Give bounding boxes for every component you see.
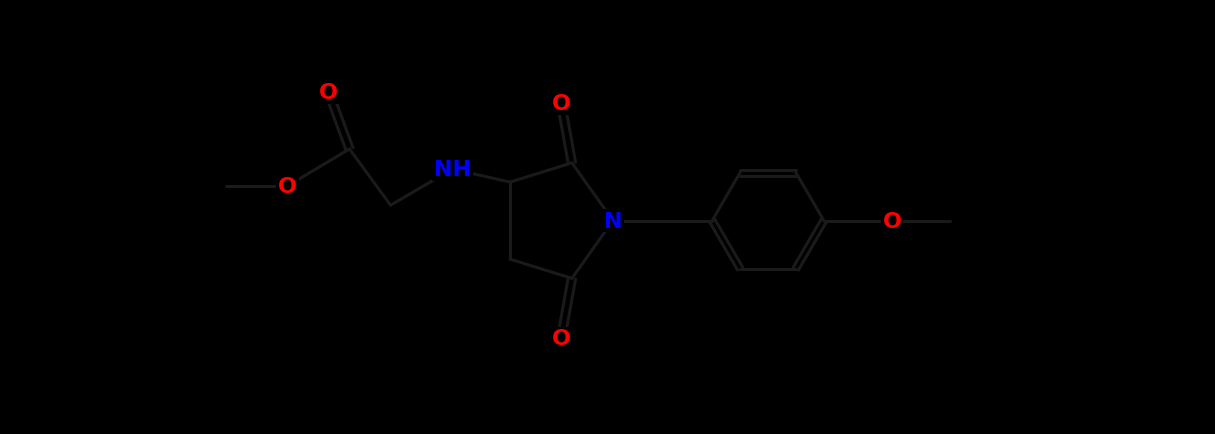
Text: NH: NH [434,160,471,180]
Text: N: N [604,211,622,231]
Text: O: O [320,83,338,103]
Text: O: O [552,94,571,114]
Text: O: O [552,329,571,349]
Text: O: O [882,211,902,231]
Text: O: O [278,177,296,197]
